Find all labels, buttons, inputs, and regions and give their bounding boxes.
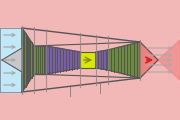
Polygon shape	[0, 28, 22, 92]
Polygon shape	[140, 42, 158, 78]
Polygon shape	[96, 50, 108, 70]
Polygon shape	[34, 46, 46, 74]
Polygon shape	[158, 40, 180, 80]
Polygon shape	[2, 48, 22, 72]
Polygon shape	[22, 28, 34, 92]
Polygon shape	[80, 52, 96, 68]
Polygon shape	[108, 42, 140, 78]
Polygon shape	[46, 46, 80, 74]
